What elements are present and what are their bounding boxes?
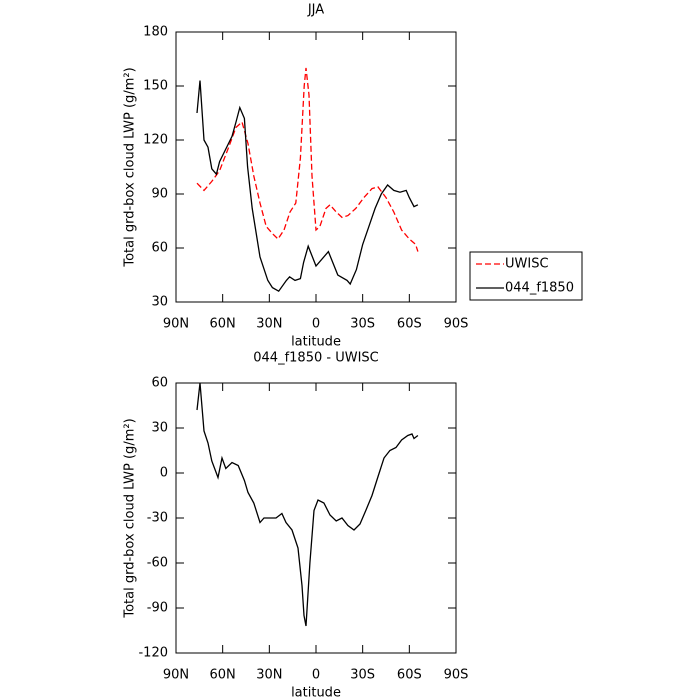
y-tick-label: 60 [151, 241, 168, 256]
legend-box [469, 251, 583, 301]
y-tick-label: -60 [147, 556, 168, 571]
x-tick-label: 60N [210, 317, 236, 332]
x-axis-label: latitude [291, 686, 341, 700]
x-tick-label: 60S [397, 668, 422, 683]
chart-title: 044_f1850 - UWISC [253, 351, 378, 366]
y-tick-label: 30 [151, 421, 168, 436]
plot-frame [175, 31, 457, 303]
y-axis-label: Total grd-box cloud LWP (g/m²) [123, 418, 138, 618]
data-line [196, 80, 419, 293]
y-tick-label: 30 [151, 295, 168, 310]
data-line [196, 67, 419, 252]
y-tick-label: 180 [143, 25, 168, 40]
y-tick-label: 120 [143, 133, 168, 148]
y-tick-label: 150 [143, 79, 168, 94]
x-tick-label: 90N [163, 668, 189, 683]
x-tick-label: 90N [163, 317, 189, 332]
x-tick-label: 0 [312, 668, 320, 683]
data-line [196, 382, 419, 627]
x-tick-label: 90S [444, 317, 469, 332]
x-tick-label: 30N [256, 317, 282, 332]
y-tick-label: 90 [151, 187, 168, 202]
x-tick-label: 30S [350, 317, 375, 332]
x-tick-label: 90S [444, 668, 469, 683]
y-tick-label: -120 [138, 646, 168, 661]
chart-title: JJA [307, 3, 324, 18]
x-tick-label: 30S [350, 668, 375, 683]
x-tick-label: 0 [312, 317, 320, 332]
y-tick-label: 60 [151, 376, 168, 391]
x-tick-label: 60N [210, 668, 236, 683]
x-tick-label: 30N [256, 668, 282, 683]
y-tick-label: -90 [147, 601, 168, 616]
plot-frame [175, 382, 457, 654]
y-tick-label: 0 [160, 466, 168, 481]
legend-label: UWISC [505, 257, 549, 272]
y-axis-label: Total grd-box cloud LWP (g/m²) [123, 67, 138, 267]
legend-label: 044_f1850 [505, 281, 574, 296]
x-axis-label: latitude [291, 335, 341, 350]
x-tick-label: 60S [397, 317, 422, 332]
y-tick-label: -30 [147, 511, 168, 526]
